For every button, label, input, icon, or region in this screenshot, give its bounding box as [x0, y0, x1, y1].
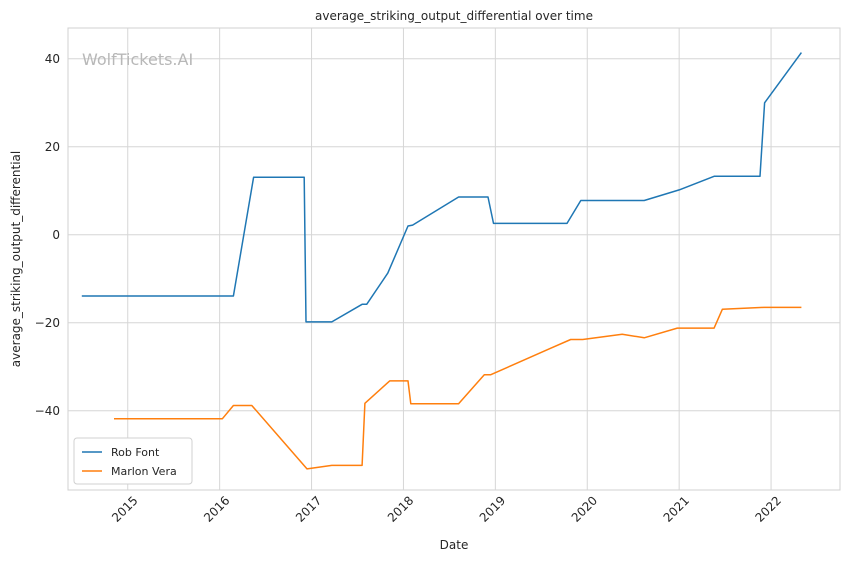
- x-tick-label: 2015: [109, 493, 140, 524]
- plot-area: [67, 27, 841, 491]
- x-tick-label: 2017: [293, 493, 324, 524]
- x-tick-label: 2021: [661, 493, 692, 524]
- x-axis-ticks: 2015 2016 2017 2018 2019 2020 2021 2022: [109, 493, 784, 524]
- legend: Rob Font Marlon Vera: [73, 437, 193, 485]
- y-tick-label: 20: [45, 140, 60, 154]
- watermark: WolfTickets.AI: [82, 50, 193, 69]
- y-tick-label: 40: [45, 52, 60, 66]
- y-tick-label: 0: [52, 228, 60, 242]
- x-tick-label: 2020: [569, 493, 600, 524]
- legend-label-rob-font: Rob Font: [111, 446, 160, 459]
- chart-title: average_striking_output_differential ove…: [315, 9, 593, 23]
- y-axis-label: average_striking_output_differential: [9, 151, 23, 367]
- x-tick-label: 2016: [201, 493, 232, 524]
- y-axis-ticks: −40 −20 0 20 40: [35, 52, 60, 418]
- x-axis-label: Date: [440, 538, 469, 552]
- series-line-rob-font: [81, 52, 803, 323]
- x-tick-label: 2018: [385, 493, 416, 524]
- x-tick-label: 2019: [477, 493, 508, 524]
- legend-box: [73, 437, 193, 485]
- series-line-marlon-vera: [114, 306, 802, 470]
- series-lines: [81, 52, 803, 470]
- y-tick-label: −20: [35, 316, 60, 330]
- gridlines: [68, 28, 840, 490]
- legend-label-marlon-vera: Marlon Vera: [111, 465, 177, 478]
- y-tick-label: −40: [35, 404, 60, 418]
- x-tick-label: 2022: [752, 493, 783, 524]
